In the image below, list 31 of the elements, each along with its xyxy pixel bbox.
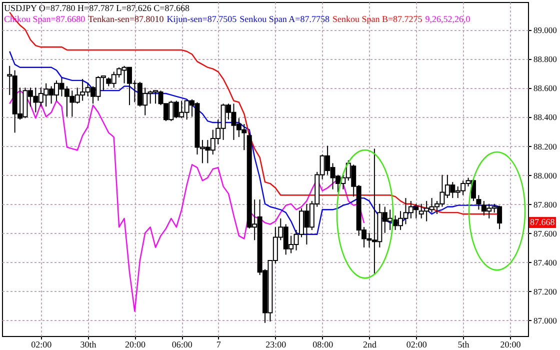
candlestick: [476, 194, 482, 210]
x-tick-label: 02:00: [406, 340, 428, 350]
y-tick-label: 87.600: [534, 228, 557, 238]
x-tick-label: 7: [216, 340, 222, 350]
y-tick-label: 88.200: [534, 141, 557, 152]
y-tick-label: 87.800: [534, 199, 557, 210]
x-tick-label: 06:00: [172, 340, 193, 350]
y-tick-label: 87.200: [534, 286, 557, 296]
annotation: Tenkan-sen=87.8010: [88, 14, 164, 24]
y-tick-label: 87.400: [534, 257, 557, 268]
line-series: [9, 90, 365, 312]
x-tick-label: 30th: [80, 340, 97, 350]
text: Kijun-sen=87.7505: [166, 14, 237, 24]
y-tick-label: 87.000: [534, 316, 557, 326]
annotation: 9,26,52,26,0: [425, 14, 470, 24]
x-tick-label: 5th: [458, 340, 470, 350]
y-tick-label: 89.000: [534, 25, 557, 36]
annotation: 87.668: [529, 217, 556, 228]
y-tick-label: 88.800: [534, 54, 557, 64]
text: Senkou Span B=87.7275: [332, 14, 422, 24]
annotation: Senkou Span A=87.7758: [240, 14, 330, 24]
y-tick-label: 88.400: [534, 112, 557, 122]
x-tick-label: 23:00: [266, 340, 287, 350]
y-tick-label: 88.600: [534, 83, 557, 94]
x-tick-label: 20:00: [124, 340, 146, 350]
chart-title: USDJPY O=87.780 H=87.787 L=87.626 C=87.668: [4, 3, 190, 14]
x-tick-label: 20:00: [500, 340, 522, 350]
x-tick-label: 02:00: [31, 340, 52, 350]
x-tick-label: 08:00: [312, 340, 334, 350]
y-tick-label: 88.000: [534, 170, 557, 180]
x-tick-label: 2nd: [362, 340, 377, 350]
